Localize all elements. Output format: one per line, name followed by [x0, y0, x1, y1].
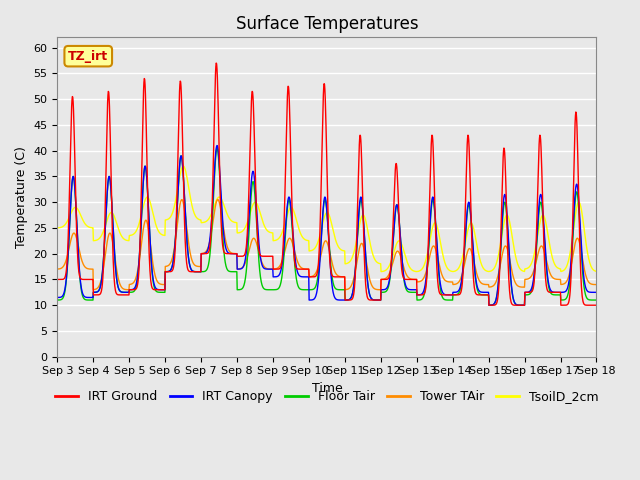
Title: Surface Temperatures: Surface Temperatures	[236, 15, 418, 33]
TsoilD_2cm	[234, 230, 242, 236]
Line: TsoilD_2cm: TsoilD_2cm	[58, 166, 596, 272]
Floor Tair	[54, 297, 61, 303]
IRT Canopy	[529, 279, 537, 285]
Floor Tair	[411, 289, 419, 295]
Text: TZ_irt: TZ_irt	[68, 50, 108, 63]
Tower TAir	[593, 282, 600, 288]
IRT Canopy	[411, 287, 419, 293]
Tower TAir	[234, 266, 242, 272]
TsoilD_2cm	[179, 163, 187, 169]
Tower TAir	[54, 266, 61, 272]
TsoilD_2cm	[593, 268, 600, 274]
TsoilD_2cm	[482, 267, 490, 273]
TsoilD_2cm	[377, 269, 385, 275]
TsoilD_2cm	[161, 232, 168, 238]
Line: IRT Ground: IRT Ground	[58, 63, 596, 305]
IRT Canopy	[593, 289, 600, 295]
TsoilD_2cm	[529, 256, 537, 262]
IRT Ground	[529, 286, 537, 291]
Tower TAir	[412, 276, 419, 282]
IRT Canopy	[173, 203, 181, 209]
Floor Tair	[593, 297, 600, 303]
Floor Tair	[529, 282, 537, 288]
Line: Tower TAir: Tower TAir	[58, 200, 596, 290]
IRT Ground	[234, 253, 242, 259]
Y-axis label: Temperature (C): Temperature (C)	[15, 146, 28, 248]
IRT Canopy	[54, 295, 61, 300]
Tower TAir	[178, 197, 186, 203]
Floor Tair	[481, 292, 489, 298]
Tower TAir	[529, 270, 537, 276]
IRT Ground	[593, 302, 600, 308]
Floor Tair	[234, 287, 242, 293]
IRT Canopy	[234, 266, 242, 272]
Floor Tair	[213, 145, 221, 151]
Tower TAir	[161, 282, 168, 288]
IRT Ground	[54, 276, 61, 282]
IRT Canopy	[521, 302, 529, 308]
Floor Tair	[173, 203, 181, 209]
IRT Canopy	[481, 289, 489, 295]
IRT Ground	[411, 276, 419, 282]
IRT Ground	[481, 292, 489, 298]
TsoilD_2cm	[412, 268, 419, 274]
IRT Canopy	[161, 287, 168, 293]
IRT Ground	[212, 60, 220, 66]
Tower TAir	[377, 287, 385, 293]
Floor Tair	[521, 302, 529, 308]
Line: IRT Canopy: IRT Canopy	[58, 145, 596, 305]
Line: Floor Tair: Floor Tair	[58, 148, 596, 305]
Floor Tair	[161, 289, 168, 295]
Tower TAir	[173, 222, 181, 228]
IRT Canopy	[213, 143, 221, 148]
TsoilD_2cm	[173, 188, 181, 194]
TsoilD_2cm	[54, 225, 61, 231]
X-axis label: Time: Time	[312, 382, 342, 395]
IRT Ground	[173, 180, 181, 186]
IRT Ground	[521, 302, 529, 308]
Tower TAir	[482, 282, 490, 288]
Legend: IRT Ground, IRT Canopy, Floor Tair, Tower TAir, TsoilD_2cm: IRT Ground, IRT Canopy, Floor Tair, Towe…	[51, 385, 604, 408]
IRT Ground	[161, 287, 168, 293]
